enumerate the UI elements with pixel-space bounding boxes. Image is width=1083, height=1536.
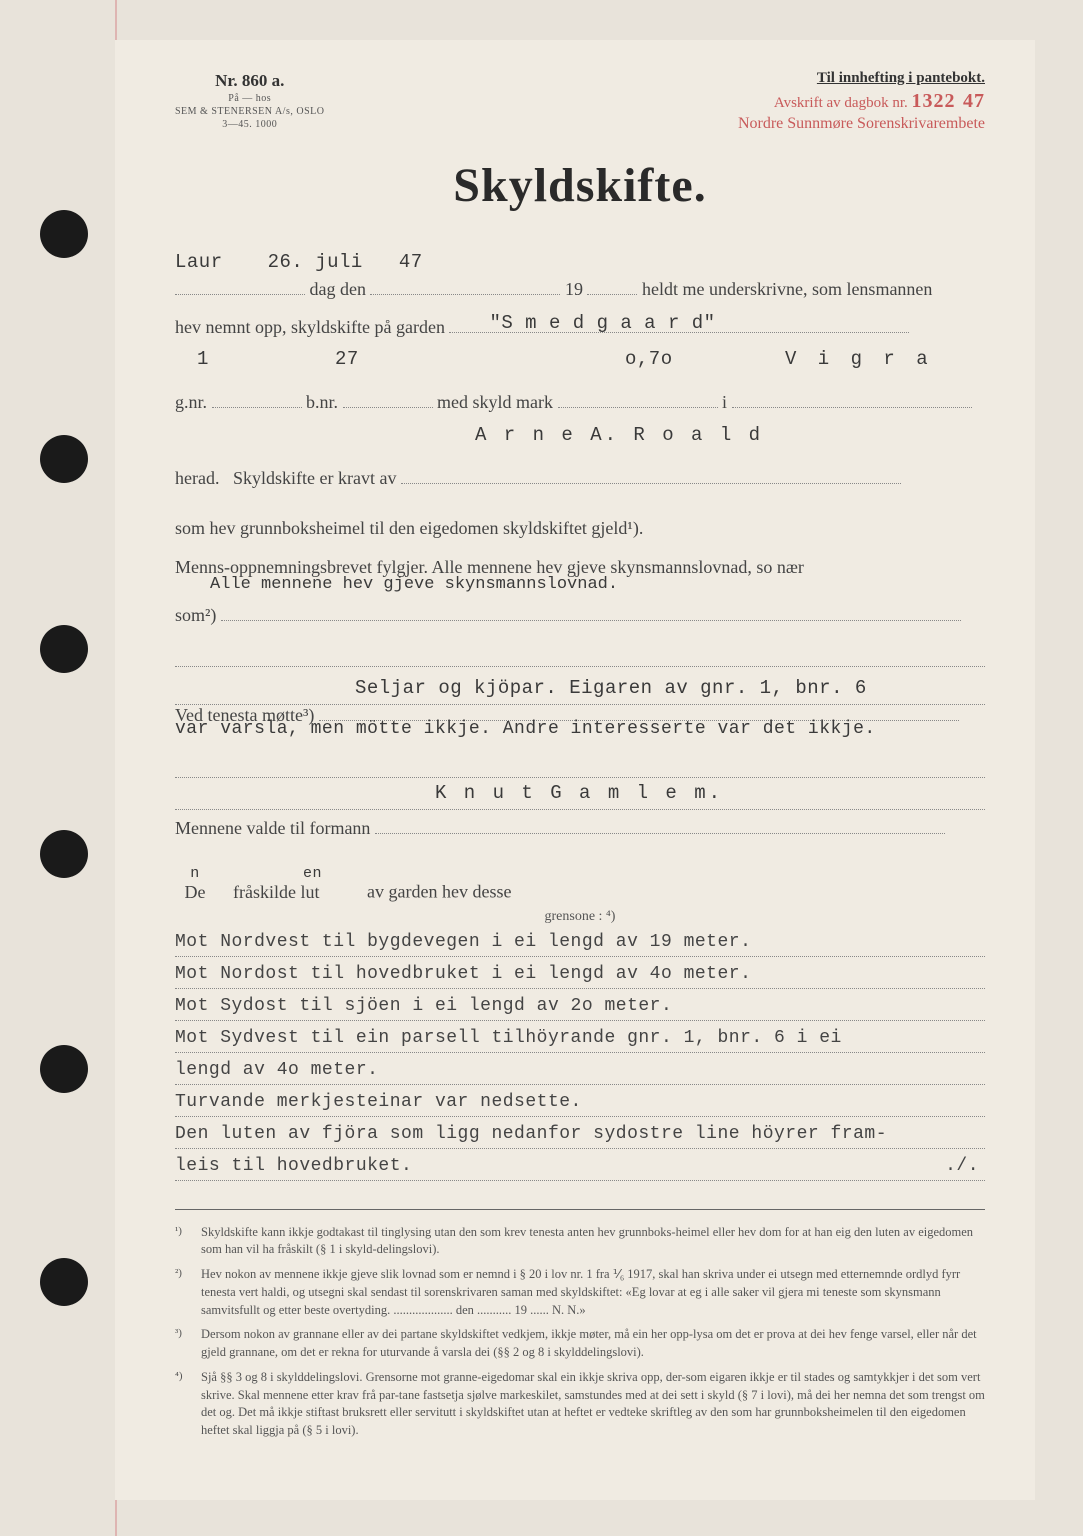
binder-hole bbox=[40, 830, 88, 878]
footnote: ²) Hev nokon av mennene ikkje gjeve slik… bbox=[175, 1266, 985, 1319]
typed-garden: "S m e d g a a r d" bbox=[489, 304, 715, 344]
footnote-num: ¹) bbox=[175, 1224, 201, 1260]
boundary-text: leis til hovedbruket. bbox=[175, 1156, 412, 1176]
typed-mark: o,7o bbox=[625, 340, 673, 380]
typed-kravt-name: A r n e A. R o a l d bbox=[475, 416, 763, 456]
label-grensone: grensone : ⁴) bbox=[175, 909, 985, 925]
binder-hole bbox=[40, 625, 88, 673]
form-number: Nr. 860 a. bbox=[175, 70, 324, 92]
label-av-garden: av garden hev desse bbox=[367, 882, 511, 902]
header-left: Nr. 860 a. På — hos SEM & STENERSEN A/s,… bbox=[175, 70, 324, 133]
footnote-text: Skyldskifte kann ikkje godtakast til tin… bbox=[201, 1224, 985, 1260]
typed-gnr: 1 bbox=[197, 340, 209, 380]
stamp-line: Avskrift av dagbok nr. 1322 ␼ 47 bbox=[738, 90, 985, 113]
binder-hole bbox=[40, 435, 88, 483]
blank-line bbox=[175, 746, 985, 778]
footnote-num: ⁴) bbox=[175, 1369, 201, 1440]
boundary-line: Mot Nordost til hovedbruket i ei lengd a… bbox=[175, 957, 985, 989]
header: Nr. 860 a. På — hos SEM & STENERSEN A/s,… bbox=[175, 70, 985, 133]
label-fraskilde: fråskilde lut bbox=[233, 882, 319, 902]
typed-formann: K n u t G a m l e m. bbox=[435, 782, 723, 804]
stamp-number: 1322 bbox=[912, 90, 956, 112]
boundary-line: Mot Nordvest til bygdevegen i ei lengd a… bbox=[175, 925, 985, 957]
label-bnr: b.nr. bbox=[306, 392, 338, 412]
publisher-line: 3—45. 1000 bbox=[175, 118, 324, 131]
document-title: Skyldskifte. bbox=[175, 158, 985, 213]
footnote: ¹) Skyldskifte kann ikkje godtakast til … bbox=[175, 1224, 985, 1260]
boundary-line: Den luten av fjöra som ligg nedanfor syd… bbox=[175, 1117, 985, 1149]
label-grunnbok: som hev grunnboksheimel til den eigedome… bbox=[175, 518, 643, 538]
typed-laur: Laur bbox=[175, 251, 223, 273]
label-gnr: g.nr. bbox=[175, 392, 207, 412]
form-line: K n u t G a m l e m. bbox=[175, 778, 985, 810]
typed-year: 47 bbox=[399, 251, 423, 273]
footnote: ⁴) Sjå §§ 3 og 8 i skylddelingslovi. Gre… bbox=[175, 1369, 985, 1440]
label-dag-den: dag den bbox=[310, 279, 366, 299]
footnote: ³) Dersom nokon av grannane eller av dei… bbox=[175, 1326, 985, 1362]
publisher-line: På — hos bbox=[175, 92, 324, 105]
label-menns: Menns-oppnemningsbrevet fylgjer. Alle me… bbox=[175, 557, 804, 577]
form-line: Seljar og kjöpar. Eigaren av gnr. 1, bnr… bbox=[175, 673, 985, 705]
form-line: Mennene valde til formann bbox=[175, 810, 985, 848]
typed-varsla: var varsla, men mötte ikkje. Andre inter… bbox=[175, 719, 876, 741]
document-page: Nr. 860 a. På — hos SEM & STENERSEN A/s,… bbox=[115, 40, 1035, 1500]
form-body: Laur 26. juli 47 dag den 19 heldt me und… bbox=[175, 243, 985, 1181]
typed-sted: V i g r a bbox=[785, 340, 933, 380]
form-line: Ved tenesta møtte³) var varsla, men mött… bbox=[175, 705, 985, 727]
label-suffix: heldt me underskrivne, som lensmannen bbox=[642, 279, 932, 299]
footnote-num: ²) bbox=[175, 1266, 201, 1319]
header-title: Til innhefting i pantebokt. bbox=[738, 70, 985, 87]
boundary-line: Mot Sydost til sjöen i ei lengd av 2o me… bbox=[175, 989, 985, 1021]
form-line: som hev grunnboksheimel til den eigedome… bbox=[175, 510, 985, 548]
boundary-line: leis til hovedbruket. ./. bbox=[175, 1149, 985, 1181]
boundary-line: Turvande merkjesteinar var nedsette. bbox=[175, 1085, 985, 1117]
label-kravt: Skyldskifte er kravt av bbox=[233, 468, 396, 488]
stamp-prefix: Avskrift av dagbok nr. bbox=[774, 95, 908, 111]
typed-n: n bbox=[190, 865, 200, 882]
continuation-mark: ./. bbox=[945, 1156, 979, 1176]
header-right: Til innhefting i pantebokt. Avskrift av … bbox=[738, 70, 985, 133]
binder-hole bbox=[40, 210, 88, 258]
stamp-year: 47 bbox=[963, 90, 985, 112]
boundary-line: lengd av 4o meter. bbox=[175, 1053, 985, 1085]
footnote-num: ³) bbox=[175, 1326, 201, 1362]
typed-seljar: Seljar og kjöpar. Eigaren av gnr. 1, bnr… bbox=[355, 677, 867, 699]
stamp-office: Nordre Sunnmøre Sorenskrivarembete bbox=[738, 115, 985, 133]
publisher-line: SEM & STENERSEN A/s, OSLO bbox=[175, 105, 324, 118]
typed-en: en bbox=[303, 865, 322, 882]
form-line: som²) bbox=[175, 597, 985, 635]
typed-bnr: 27 bbox=[335, 340, 359, 380]
footnote-text: Dersom nokon av grannane eller av dei pa… bbox=[201, 1326, 985, 1362]
label-de: De bbox=[185, 882, 206, 902]
typed-menns: Alle mennene hev gjeve skynsmannslovnad. bbox=[210, 575, 618, 595]
label-formann: Mennene valde til formann bbox=[175, 818, 370, 838]
label-herad: herad. bbox=[175, 468, 219, 488]
binder-hole bbox=[40, 1045, 88, 1093]
binder-hole bbox=[40, 1258, 88, 1306]
typed-date: 26. juli bbox=[268, 251, 363, 273]
footnote-text: Sjå §§ 3 og 8 i skylddelingslovi. Grenso… bbox=[201, 1369, 985, 1440]
form-line: n De en fråskilde lut av garden hev dess… bbox=[175, 862, 985, 902]
form-line: Menns-oppnemningsbrevet fylgjer. Alle me… bbox=[175, 557, 985, 579]
form-line: A r n e A. R o a l d herad. Skyldskifte … bbox=[175, 422, 985, 498]
label-i: i bbox=[722, 392, 727, 412]
footnotes: ¹) Skyldskifte kann ikkje godtakast til … bbox=[175, 1209, 985, 1440]
blank-line bbox=[175, 635, 985, 667]
label-som2: som²) bbox=[175, 605, 216, 625]
form-line: 1 27 o,7o V i g r a g.nr. b.nr. med skyl… bbox=[175, 346, 985, 422]
label-year-prefix: 19 bbox=[565, 279, 583, 299]
footnote-text: Hev nokon av mennene ikkje gjeve slik lo… bbox=[201, 1266, 985, 1319]
label-garden: hev nemnt opp, skyldskifte på garden bbox=[175, 317, 445, 337]
boundary-line: Mot Sydvest til ein parsell tilhöyrande … bbox=[175, 1021, 985, 1053]
label-med-skyld: med skyld mark bbox=[437, 392, 553, 412]
